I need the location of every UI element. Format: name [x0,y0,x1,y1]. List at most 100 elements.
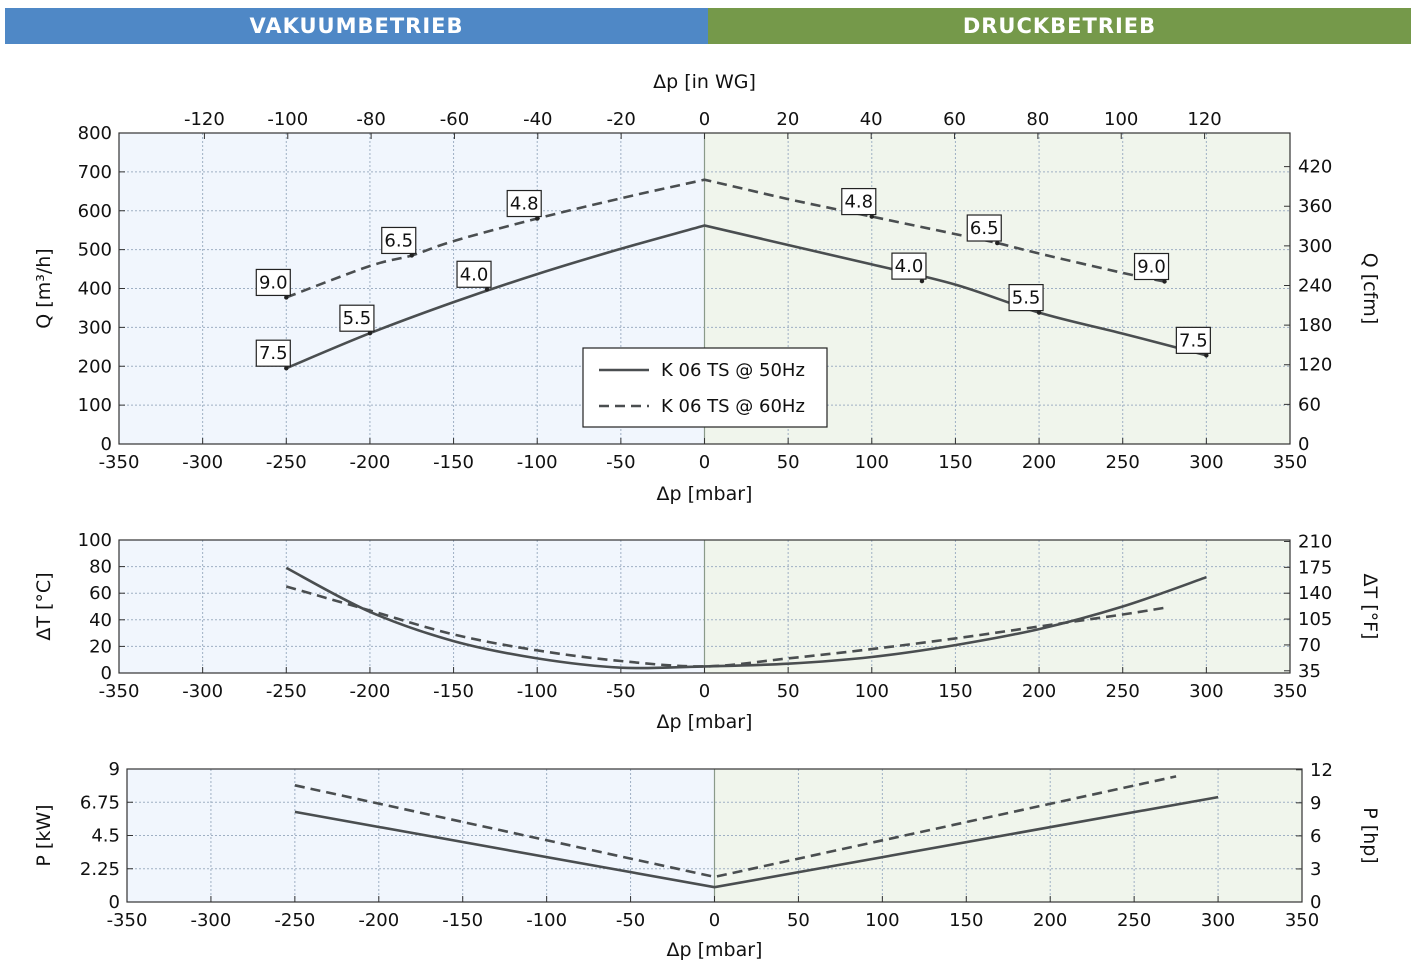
y-axis-label: Q [m³/h] [33,248,55,328]
annotation-label: 5.5 [343,308,372,329]
y2-axis-label: P [hp] [1359,807,1381,863]
x-tick-label: -150 [433,452,474,473]
annotation-point [284,365,289,371]
y-axis-label: P [kW] [33,804,55,866]
x-tick-label: -300 [190,910,231,931]
x-tick-label: -300 [182,681,223,702]
y-tick-label: 0 [109,892,120,913]
y-tick-label: 100 [78,395,112,416]
y2-tick-label: 0 [1310,892,1321,913]
annotation-box [456,260,492,288]
y-tick-label: 500 [78,240,112,261]
x-tick-label: 50 [777,452,800,473]
y-tick-label: 300 [78,317,112,338]
legend-box [582,347,828,428]
x2-tick-label: -100 [267,109,308,130]
x2-tick-label: 100 [1104,109,1138,130]
y-tick-label: 2.25 [80,859,120,880]
x-tick-label: 0 [709,910,720,931]
y-tick-label: 0 [101,434,112,455]
y2-tick-label: 300 [1298,236,1332,257]
annotation-box [255,339,291,367]
x-tick-label: 300 [1201,910,1235,931]
chart-flow: -350 -300 -250 -200 -150 -100 -50 0 50 100 150 200 2… [33,71,1381,505]
x2-tick-label: 120 [1187,109,1221,130]
x-tick-label: -50 [616,910,645,931]
x-tick-label: -150 [442,910,483,931]
x-tick-label: 150 [938,681,972,702]
x-tick-label: -100 [517,681,558,702]
x-tick-label: 50 [787,910,810,931]
x-tick-label: 50 [777,681,800,702]
annotation-label: 5.5 [1012,288,1041,309]
annotation-point [1162,279,1167,284]
annotation-box [339,304,375,332]
x-tick-label: -100 [517,452,558,473]
y2-axis-label: ΔT [°F] [1359,574,1381,640]
x-tick-label: -350 [107,910,148,931]
x2-tick-label: 80 [1026,109,1049,130]
x-axis-label: Δp [mbar] [667,939,763,960]
series-line-60hz [285,585,1165,668]
y2-tick-label: 9 [1310,793,1321,814]
x-tick-label: -250 [274,910,315,931]
y2-tick-label: 105 [1298,609,1332,630]
x2-tick-label: -80 [356,109,385,130]
annotation-point [484,287,490,292]
x-tick-label: 250 [1106,452,1140,473]
y2-tick-label: 70 [1298,635,1321,656]
annotation-box [1175,326,1211,354]
y-tick-label: 20 [89,636,112,657]
x-tick-label: 250 [1106,681,1140,702]
x-tick-label: 350 [1285,910,1319,931]
x-tick-label: -350 [99,452,140,473]
annotation-label: 4.0 [460,264,489,285]
chart-temp: -350 -300 -250 -200 -150 -100 -50 0 50 100 150 200 2… [33,530,1381,733]
x2-tick-label: 60 [943,109,966,130]
annotation-point [919,278,925,284]
x-tick-label: 250 [1117,910,1151,931]
annotation-point [409,253,414,258]
x2-axis-label: Δp [in WG] [653,71,756,93]
annotation-box [381,226,417,255]
y-tick-label: 100 [78,530,112,551]
x-tick-label: -100 [526,910,567,931]
x-tick-label: 200 [1022,452,1056,473]
series-line-60hz [285,178,1165,299]
annotation-point [1204,353,1209,358]
y2-tick-label: 6 [1310,826,1321,847]
y2-tick-label: 60 [1298,394,1321,415]
x-tick-label: 350 [1273,452,1307,473]
x-tick-label: 100 [855,681,889,702]
annotation-label: 9.0 [259,272,288,293]
y2-axis-label: Q [cfm] [1359,253,1381,324]
x-tick-label: -50 [606,452,635,473]
legend-label: K 06 TS @ 50Hz [661,360,805,381]
annotation-label: 4.8 [844,192,873,213]
y-tick-label: 200 [78,356,112,377]
annotation-box [891,252,927,280]
y-tick-label: 4.5 [91,826,120,847]
y2-tick-label: 210 [1298,531,1332,552]
pressure-operation-banner: DRUCKBETRIEB [708,8,1411,44]
annotation-point [367,331,373,336]
x-tick-label: -350 [99,681,140,702]
annotation-point [535,216,540,221]
x2-tick-label: 0 [699,109,710,130]
x-tick-label: -250 [266,681,307,702]
annotation-box [966,214,1002,242]
annotation-label: 6.5 [970,218,999,239]
annotation-label: 6.5 [384,230,413,251]
x-tick-label: 150 [949,910,983,931]
y-tick-label: 400 [78,279,112,300]
annotation-box [1133,252,1170,281]
series-line-50hz [294,795,1219,889]
x-tick-label: 150 [938,452,972,473]
x-tick-label: -200 [349,452,390,473]
y2-tick-label: 360 [1298,196,1332,217]
x-tick-label: -50 [606,681,635,702]
chart-power: -350 -300 -250 -200 -150 -100 -50 0 50 100 150 200 2… [33,759,1381,960]
x2-tick-label: -40 [523,109,552,130]
y-tick-label: 600 [78,201,112,222]
